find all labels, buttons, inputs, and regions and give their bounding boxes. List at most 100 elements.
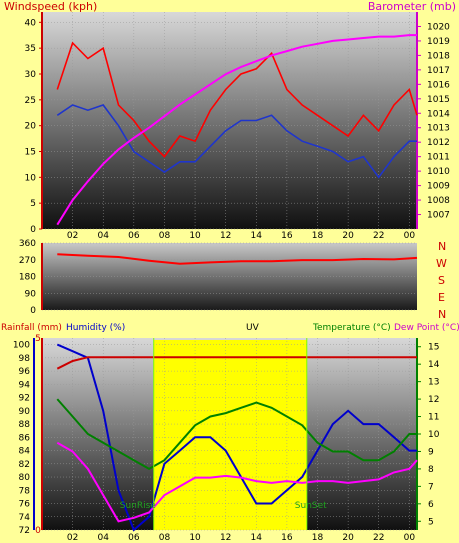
barometer-tick-label: 1008 (427, 196, 450, 206)
wind-tick-label: 35 (25, 44, 36, 54)
temperature-tick-label: 12 (428, 395, 439, 405)
temp-x-tick-label: 22 (373, 533, 384, 543)
temp-x-tick-label: 02 (67, 533, 78, 543)
wind-tick-label: 40 (25, 18, 37, 28)
temp-x-tick-label: 18 (312, 533, 324, 543)
humidity-y-ticks: 72 74 76 78 80 82 84 86 88 90 92 94 96 98 100 (13, 341, 30, 536)
temp-x-tick-label: 08 (159, 533, 171, 543)
humidity-tick-label: 90 (19, 407, 31, 417)
barometer-y-ticks: 1007 1008 1009 1010 1011 1012 1013 1014 1015 1016… (417, 22, 450, 221)
humidity-tick-label: 78 (19, 486, 31, 496)
series-dewpoint (56, 441, 418, 523)
wind-x-tick-label: 04 (97, 231, 109, 241)
wind-direction-chart: 0 90 180 270 360 N W S E N (19, 239, 447, 321)
wind-tick-label: 30 (25, 70, 37, 80)
temp-x-tick-label: 12 (220, 533, 231, 543)
barometer-tick-label: 1015 (427, 95, 450, 105)
barometer-tick-label: 1016 (427, 80, 450, 90)
dewpoint-axis-label: Dew Point (°C) (394, 323, 459, 333)
uv-axis-label: UV (246, 323, 260, 333)
temperature-tick-label: 8 (428, 465, 434, 475)
humidity-tick-label: 88 (19, 420, 31, 430)
sunrise-label: SunRise (120, 501, 157, 511)
temperature-tick-label: 7 (428, 482, 434, 492)
compass-s: S (438, 274, 445, 287)
series-barometer (56, 34, 417, 226)
wind-x-ticks: 02 04 06 08 10 12 14 16 18 20 22 00 (67, 231, 415, 241)
barometer-tick-label: 1018 (427, 51, 450, 61)
direction-tick-label: 270 (19, 256, 36, 266)
humidity-tick-label: 72 (19, 526, 30, 536)
temp-series (56, 338, 418, 532)
barometer-tick-label: 1009 (427, 182, 450, 192)
uv-area (153, 340, 307, 530)
temperature-tick-label: 10 (428, 430, 440, 440)
wind-tick-label: 20 (25, 122, 37, 132)
wind-tick-label: 15 (25, 148, 36, 158)
compass-e: E (438, 291, 445, 304)
barometer-tick-label: 1017 (427, 66, 450, 76)
compass-n-top: N (438, 240, 446, 253)
series-direction (57, 253, 418, 265)
direction-tick-label: 360 (19, 239, 36, 249)
temp-x-tick-label: 16 (281, 533, 293, 543)
sunset-label: SunSet (295, 501, 327, 511)
wind-x-tick-label: 06 (128, 231, 140, 241)
wind-x-tick-label: 22 (373, 231, 384, 241)
temp-x-tick-label: 00 (404, 533, 416, 543)
direction-tick-label: 180 (19, 273, 36, 283)
humidity-tick-label: 94 (19, 380, 31, 390)
barometer-tick-label: 1020 (427, 22, 450, 32)
temperature-tick-label: 11 (428, 413, 439, 423)
wind-x-tick-label: 16 (281, 231, 293, 241)
series-avg (56, 104, 417, 179)
humidity-tick-label: 84 (19, 447, 31, 457)
wind-tick-label: 0 (30, 225, 36, 235)
wind-x-tick-label: 12 (220, 231, 231, 241)
temperature-tick-label: 14 (428, 360, 440, 370)
wind-series (56, 34, 418, 226)
windspeed-axis-label: Windspeed (kph) (4, 0, 97, 13)
humidity-axis-label: Humidity (%) (66, 323, 125, 333)
rain-tick-label: 5 (35, 334, 41, 344)
humidity-tick-label: 76 (19, 500, 31, 510)
series-rain_total (56, 356, 417, 370)
barometer-tick-label: 1013 (427, 124, 450, 134)
wind-x-tick-label: 08 (159, 231, 171, 241)
uv-band (153, 340, 307, 530)
wind-y-ticks: 0 5 10 15 20 25 30 35 40 (25, 18, 42, 235)
temperature-tick-label: 15 (428, 343, 439, 353)
humidity-tick-label: 96 (19, 367, 31, 377)
direction-series (57, 253, 418, 265)
wind-x-tick-label: 20 (342, 231, 354, 241)
series-gust (56, 41, 418, 158)
temp-x-tick-label: 14 (251, 533, 263, 543)
humidity-tick-label: 74 (19, 513, 31, 523)
wind-x-tick-label: 18 (312, 231, 324, 241)
temperature-tick-label: 13 (428, 378, 439, 388)
wind-x-tick-label: 02 (67, 231, 78, 241)
wind-tick-label: 25 (25, 96, 36, 106)
temp-x-tick-label: 20 (342, 533, 354, 543)
rainfall-y-ticks: 05 (35, 334, 41, 536)
temperature-y-ticks: 5 6 7 8 9 10 11 12 13 14 15 (417, 343, 440, 527)
temperature-tick-label: 5 (428, 517, 434, 527)
compass-labels: N W S E N (436, 240, 447, 321)
wind-x-tick-label: 10 (189, 231, 201, 241)
humidity-tick-label: 92 (19, 394, 30, 404)
temperature-tick-label: 9 (428, 447, 434, 457)
rainfall-axis-label: Rainfall (mm) (1, 323, 62, 333)
barometer-axis-label: Barometer (mb) (368, 0, 456, 13)
direction-tick-label: 90 (25, 289, 37, 299)
barometer-tick-label: 1007 (427, 211, 450, 221)
temp-x-tick-label: 10 (189, 533, 201, 543)
direction-y-ticks: 0 90 180 270 360 (19, 239, 36, 316)
barometer-tick-label: 1012 (427, 138, 450, 148)
rain-tick-label: 0 (35, 526, 41, 536)
temperature-tick-label: 6 (428, 500, 434, 510)
compass-w: W (436, 257, 447, 270)
humidity-tick-label: 82 (19, 460, 30, 470)
barometer-tick-label: 1010 (427, 167, 450, 177)
